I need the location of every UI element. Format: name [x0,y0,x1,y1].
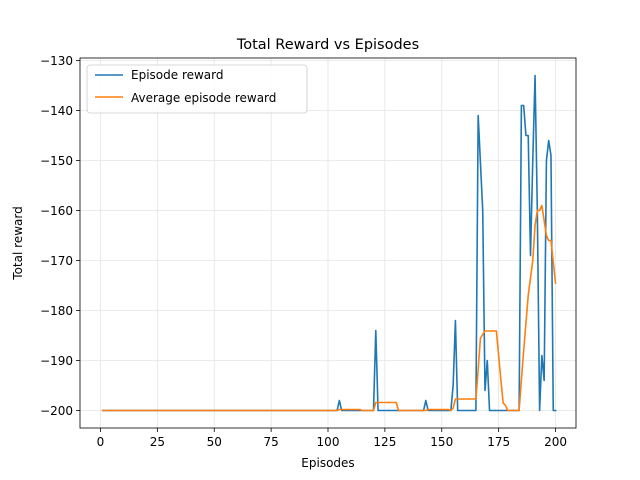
y-tick-label: −130 [40,54,73,68]
x-tick-label: 0 [97,435,105,449]
x-tick-label: 50 [207,435,222,449]
x-tick-label: 150 [430,435,453,449]
y-axis-label: Total reward [11,206,25,280]
y-tick-label: −200 [40,404,73,418]
y-tick-label: −150 [40,154,73,168]
series-layer [101,74,557,412]
series-line-episode-reward [101,74,557,412]
chart-title: Total Reward vs Episodes [236,37,419,53]
legend: Episode reward Average episode reward [86,64,308,114]
y-tick-label: −180 [40,304,73,318]
x-tick-label: 125 [373,435,396,449]
legend-box [86,64,308,114]
x-tick-label: 175 [487,435,510,449]
x-tick-label: 100 [317,435,340,449]
series-line-average-episode-reward [101,204,557,412]
x-axis-label: Episodes [301,456,354,470]
x-tick-label: 25 [150,435,165,449]
y-tick-label: −140 [40,104,73,118]
x-tick-label: 75 [263,435,278,449]
legend-label-episode-reward: Episode reward [131,68,224,82]
x-tick-label: 200 [544,435,567,449]
y-tick-label: −190 [40,354,73,368]
tick-layer: 0 25 50 75 100 125 150 175 200 −200 −190 −180 −170 −1… [40,54,567,449]
legend-label-average-episode-reward: Average episode reward [131,91,276,105]
y-tick-label: −160 [40,204,73,218]
y-tick-label: −170 [40,254,73,268]
